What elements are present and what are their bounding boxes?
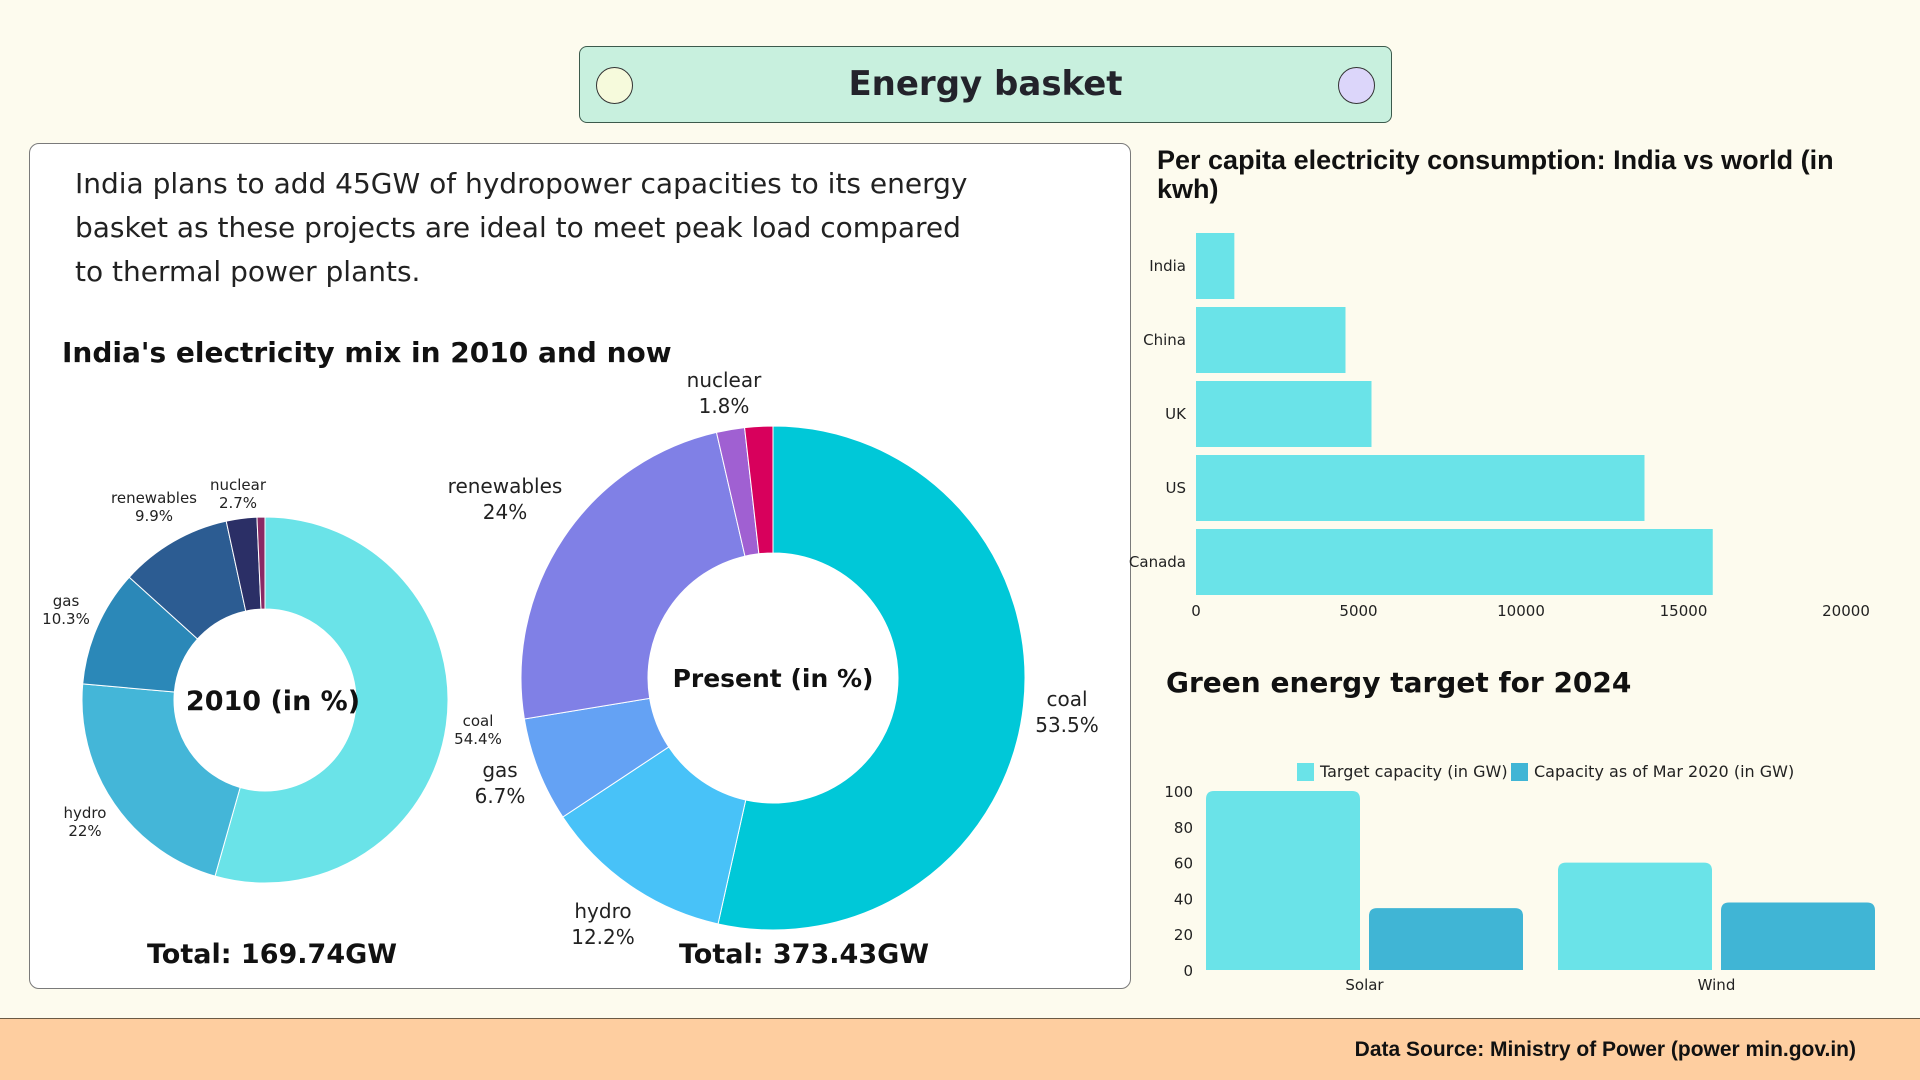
- donut-label-coal: coal 53.5%: [1035, 687, 1099, 737]
- x-tick-label: 10000: [1497, 602, 1545, 620]
- donut-center-label: Present (in %): [673, 664, 874, 693]
- x-tick-label: 0: [1191, 602, 1201, 620]
- page-title: Energy basket: [848, 64, 1123, 104]
- x-tick-label: Wind: [1698, 976, 1736, 994]
- donut-label-nuclear: nuclear 2.7%: [210, 476, 267, 512]
- donut-slice-hydro: [81, 683, 241, 877]
- donut-slice-coal: [214, 516, 449, 884]
- green-energy-chart-title: Green energy target for 2024: [1166, 666, 1632, 699]
- donut-slice-other: [256, 516, 266, 610]
- y-tick-label: India: [1149, 257, 1186, 275]
- donut-label-renewables: renewables 24%: [448, 474, 563, 524]
- bar-wind-capacity: [1721, 902, 1875, 970]
- x-tick-label: 20000: [1822, 602, 1870, 620]
- decor-circle-left: [596, 67, 633, 104]
- data-source: Data Source: Ministry of Power (power mi…: [1354, 1038, 1856, 1061]
- legend-swatch: [1511, 763, 1528, 781]
- donut-slice-coal: [717, 425, 1026, 931]
- y-tick-label: Canada: [1129, 553, 1186, 571]
- bar-solar-capacity: [1369, 908, 1523, 970]
- footer: Data Source: Ministry of Power (power mi…: [0, 1018, 1920, 1080]
- y-tick-label: 100: [1164, 783, 1193, 801]
- donut-slice-renewables: [520, 431, 746, 720]
- donut-label-renewables: renewables 9.9%: [111, 489, 197, 525]
- y-tick-label: 20: [1174, 926, 1193, 944]
- intro-text: India plans to add 45GW of hydropower ca…: [75, 167, 968, 288]
- donut-total-label: Total: 373.43GW: [679, 939, 929, 970]
- y-tick-label: 0: [1183, 962, 1193, 980]
- donut-label-hydro: hydro 22%: [64, 804, 107, 840]
- y-tick-label: UK: [1165, 405, 1187, 423]
- donut-label-hydro: hydro 12.2%: [571, 899, 635, 949]
- donut-label-nuclear: nuclear 1.8%: [687, 368, 762, 418]
- donut-label-gas: gas 10.3%: [42, 592, 90, 628]
- title-banner: Energy basket: [579, 46, 1392, 123]
- bar-solar-target: [1206, 791, 1360, 970]
- y-tick-label: 40: [1174, 890, 1193, 908]
- donut-label-gas: gas 6.7%: [475, 758, 526, 808]
- decor-circle-right: [1338, 67, 1375, 104]
- bar-canada: [1196, 529, 1713, 595]
- donut-center-label: 2010 (in %): [186, 686, 360, 717]
- bar-wind-target: [1558, 862, 1712, 970]
- y-tick-label: 60: [1174, 855, 1193, 873]
- legend-label: Target capacity (in GW): [1319, 762, 1508, 781]
- y-tick-label: US: [1165, 479, 1186, 497]
- x-tick-label: 5000: [1339, 602, 1377, 620]
- x-tick-label: 15000: [1660, 602, 1708, 620]
- y-tick-label: 80: [1174, 819, 1193, 837]
- bar-uk: [1196, 381, 1372, 447]
- legend-label: Capacity as of Mar 2020 (in GW): [1534, 762, 1794, 781]
- legend-swatch: [1297, 763, 1314, 781]
- per-capita-chart-title: Per capita electricity consumption: Indi…: [1157, 145, 1834, 204]
- donut-total-label: Total: 169.74GW: [147, 939, 397, 970]
- mix-chart-title: India's electricity mix in 2010 and now: [62, 336, 672, 369]
- bar-china: [1196, 307, 1346, 373]
- bar-us: [1196, 455, 1645, 521]
- donut-slice-nuclear: [744, 425, 774, 555]
- y-tick-label: China: [1143, 331, 1186, 349]
- donut-label-coal: coal 54.4%: [454, 712, 502, 748]
- x-tick-label: Solar: [1345, 976, 1384, 994]
- bar-india: [1196, 233, 1235, 299]
